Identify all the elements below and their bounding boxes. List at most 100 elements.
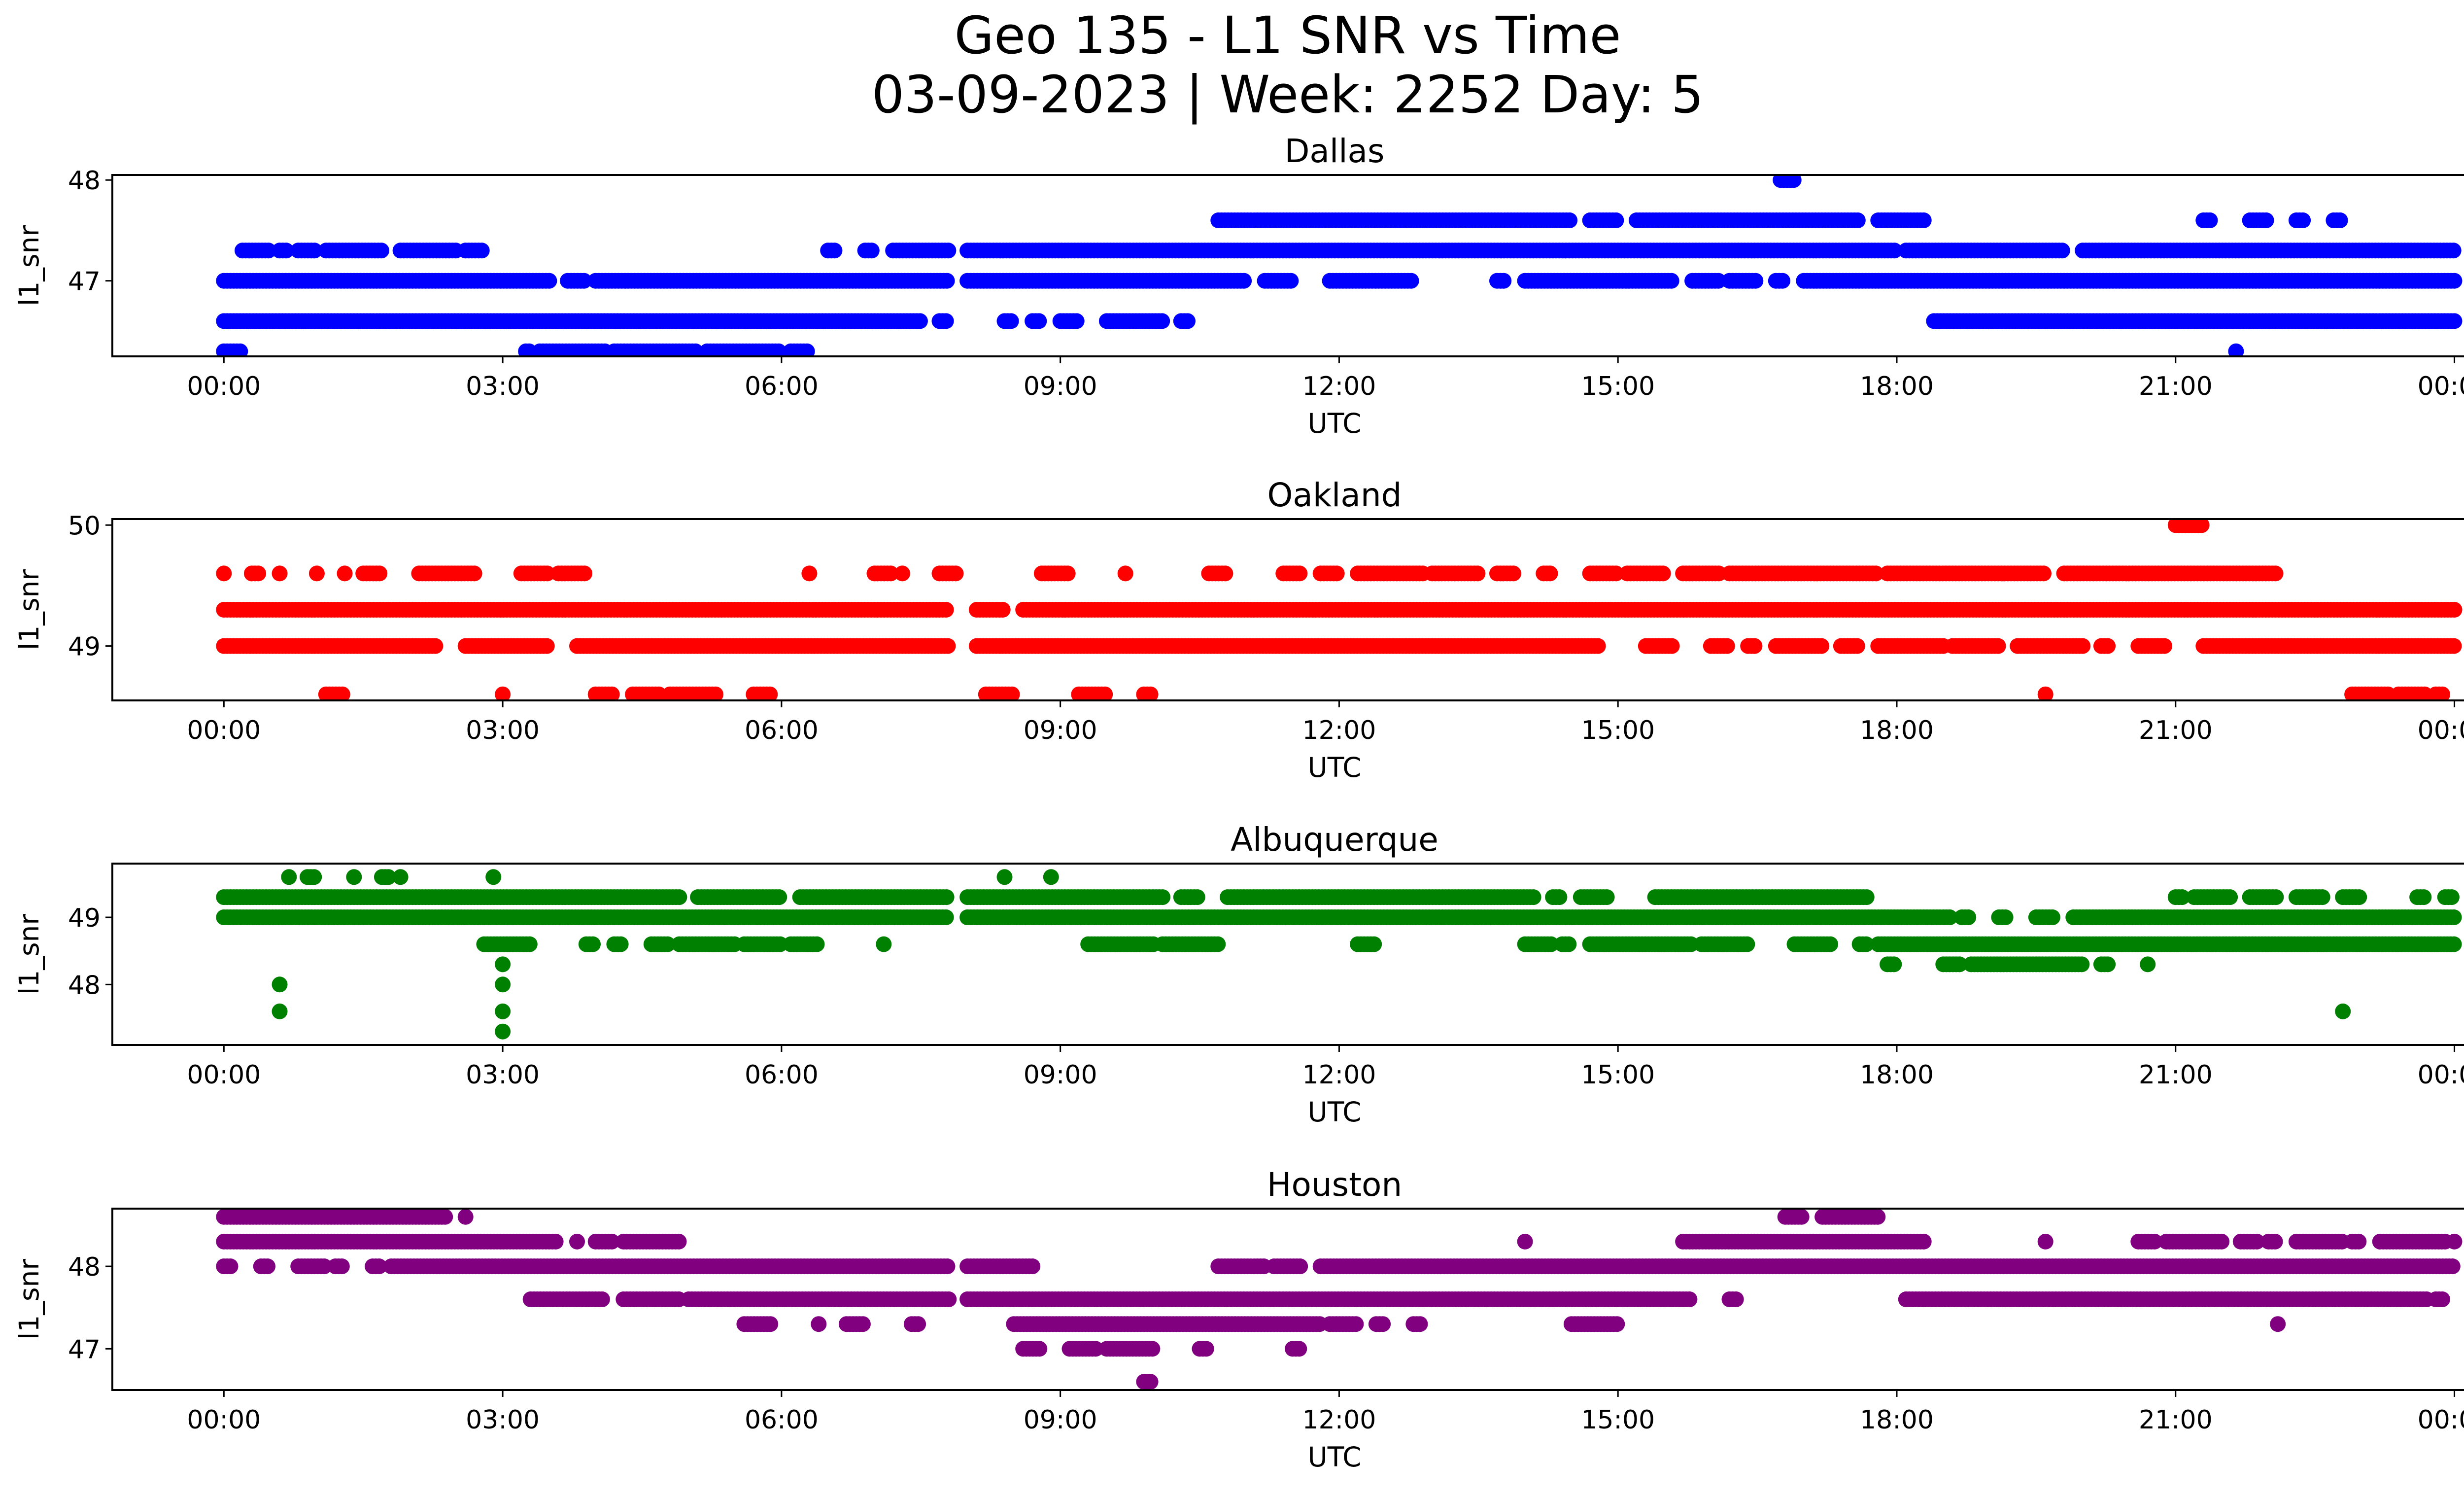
- data-point: [1886, 956, 1902, 973]
- data-point: [2054, 243, 2070, 259]
- x-axis-label: UTC: [1307, 408, 1361, 439]
- data-point: [232, 343, 248, 356]
- data-point: [687, 343, 704, 356]
- data-point: [1292, 565, 1308, 582]
- data-point: [2074, 956, 2090, 973]
- data-point: [1719, 638, 1735, 654]
- x-tick-label: 15:00: [1581, 716, 1655, 745]
- data-point: [1496, 273, 1512, 289]
- x-tick-label: 09:00: [1024, 372, 1097, 401]
- data-point: [1960, 909, 1977, 925]
- data-point: [1886, 243, 1903, 259]
- data-point: [659, 936, 676, 952]
- data-point: [1849, 212, 1866, 228]
- x-tick-label: 15:00: [1581, 372, 1655, 401]
- data-point: [495, 686, 511, 700]
- data-point: [427, 638, 444, 654]
- data-point: [1217, 565, 1233, 582]
- y-tick-label: 47: [68, 267, 101, 297]
- data-point: [1562, 212, 1578, 228]
- data-points: [216, 869, 2462, 1040]
- x-tick-label: 18:00: [1860, 716, 1934, 745]
- data-point: [2140, 956, 2156, 973]
- data-point: [1561, 936, 1577, 952]
- x-tick-label: 06:00: [745, 716, 819, 745]
- y-axis-label: l1_snr: [13, 569, 45, 650]
- data-point: [1997, 909, 2014, 925]
- data-point: [994, 602, 1011, 618]
- data-point: [307, 243, 323, 259]
- data-point: [940, 638, 956, 654]
- data-point: [1739, 936, 1755, 952]
- data-point: [260, 243, 276, 259]
- data-point: [1004, 686, 1020, 700]
- data-point: [1210, 936, 1226, 952]
- data-point: [939, 273, 955, 289]
- data-points: [216, 519, 2463, 700]
- data-point: [539, 638, 555, 654]
- data-point: [2446, 602, 2463, 618]
- data-point: [2193, 519, 2210, 533]
- data-point: [940, 243, 957, 259]
- x-tick-label: 03:00: [466, 372, 540, 401]
- x-tick-label: 12:00: [1302, 372, 1376, 401]
- data-point: [1470, 565, 1486, 582]
- data-point: [2036, 565, 2052, 582]
- data-point: [2445, 243, 2462, 259]
- data-point: [1814, 638, 1830, 654]
- x-tick-label: 00:00: [2418, 716, 2464, 745]
- data-point: [894, 565, 910, 582]
- x-tick-label: 00:00: [187, 372, 261, 401]
- data-point: [1142, 686, 1159, 700]
- data-point: [2156, 638, 2173, 654]
- x-tick-label: 00:00: [2418, 372, 2464, 401]
- data-point: [604, 686, 620, 700]
- data-point: [521, 936, 538, 952]
- data-point: [1785, 175, 1802, 188]
- data-point: [1663, 273, 1679, 289]
- data-point: [576, 273, 592, 289]
- data-point: [708, 686, 723, 700]
- data-point: [883, 565, 899, 582]
- data-point: [799, 343, 815, 356]
- data-point: [801, 565, 818, 582]
- data-point: [585, 936, 601, 952]
- data-point: [876, 936, 892, 952]
- data-point: [1608, 565, 1624, 582]
- data-point: [938, 889, 955, 905]
- axes-frame: [111, 174, 2464, 357]
- x-tick-label: 21:00: [2139, 716, 2213, 745]
- data-point: [1189, 889, 1205, 905]
- data-point: [1590, 638, 1606, 654]
- data-point: [1154, 313, 1170, 329]
- data-point: [1180, 313, 1196, 329]
- data-point: [2037, 686, 2053, 700]
- x-tick-label: 09:00: [1024, 716, 1097, 745]
- y-tick-label: 49: [68, 632, 101, 662]
- data-point: [308, 565, 325, 582]
- data-point: [912, 313, 928, 329]
- data-point: [863, 243, 880, 259]
- data-point: [1543, 936, 1559, 952]
- y-axis-label: l1_snr: [13, 225, 45, 306]
- data-point: [2202, 212, 2218, 228]
- data-point: [2332, 212, 2348, 228]
- x-tick-label: 18:00: [1860, 372, 1934, 401]
- x-tick-label: 00:00: [187, 716, 261, 745]
- data-point: [2446, 936, 2462, 952]
- data-point: [938, 909, 954, 925]
- data-point: [613, 936, 629, 952]
- data-point: [938, 602, 954, 618]
- data-point: [1868, 565, 1884, 582]
- data-point: [250, 565, 267, 582]
- x-axis-label: UTC: [1307, 752, 1361, 783]
- data-point: [826, 243, 843, 259]
- data-point: [771, 889, 787, 905]
- data-point: [372, 565, 388, 582]
- data-point: [474, 243, 490, 259]
- data-point: [2044, 909, 2060, 925]
- data-point: [1822, 936, 1839, 952]
